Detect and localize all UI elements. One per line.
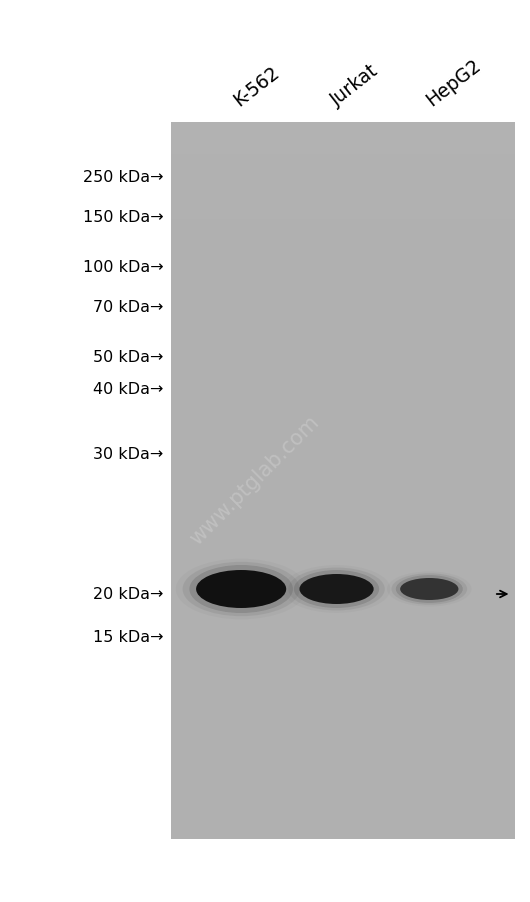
Bar — [171, 241, 515, 252]
Ellipse shape — [387, 572, 472, 607]
Bar — [171, 144, 515, 155]
Bar — [171, 219, 515, 230]
Ellipse shape — [182, 562, 300, 616]
Text: 70 kDa→: 70 kDa→ — [93, 300, 163, 315]
Text: K-562: K-562 — [229, 62, 282, 110]
Ellipse shape — [396, 575, 463, 603]
Bar — [171, 273, 515, 284]
Bar — [171, 177, 515, 188]
Text: 40 kDa→: 40 kDa→ — [93, 382, 163, 397]
Ellipse shape — [288, 568, 385, 611]
Ellipse shape — [391, 574, 467, 605]
Text: Jurkat: Jurkat — [328, 61, 382, 110]
Ellipse shape — [283, 566, 390, 613]
Text: 100 kDa→: 100 kDa→ — [83, 260, 163, 275]
Ellipse shape — [400, 578, 458, 601]
Ellipse shape — [189, 566, 293, 613]
Ellipse shape — [196, 570, 286, 608]
Text: 15 kDa→: 15 kDa→ — [93, 630, 163, 645]
Text: 20 kDa→: 20 kDa→ — [93, 587, 163, 602]
Bar — [171, 133, 515, 144]
Text: HepG2: HepG2 — [423, 56, 485, 110]
Bar — [171, 123, 515, 839]
Bar — [171, 208, 515, 219]
Bar — [171, 188, 515, 198]
Text: 30 kDa→: 30 kDa→ — [93, 447, 163, 462]
Bar — [171, 198, 515, 208]
Bar — [171, 230, 515, 241]
Bar — [171, 262, 515, 273]
Bar — [171, 155, 515, 166]
Text: 50 kDa→: 50 kDa→ — [93, 350, 163, 365]
Bar — [171, 166, 515, 177]
Ellipse shape — [176, 559, 306, 620]
Bar — [171, 123, 515, 133]
Ellipse shape — [299, 575, 374, 604]
Text: 150 kDa→: 150 kDa→ — [83, 210, 163, 226]
Bar — [171, 252, 515, 262]
Text: 250 kDa→: 250 kDa→ — [83, 170, 163, 185]
Text: www.ptglab.com: www.ptglab.com — [186, 411, 323, 548]
Ellipse shape — [294, 570, 379, 608]
